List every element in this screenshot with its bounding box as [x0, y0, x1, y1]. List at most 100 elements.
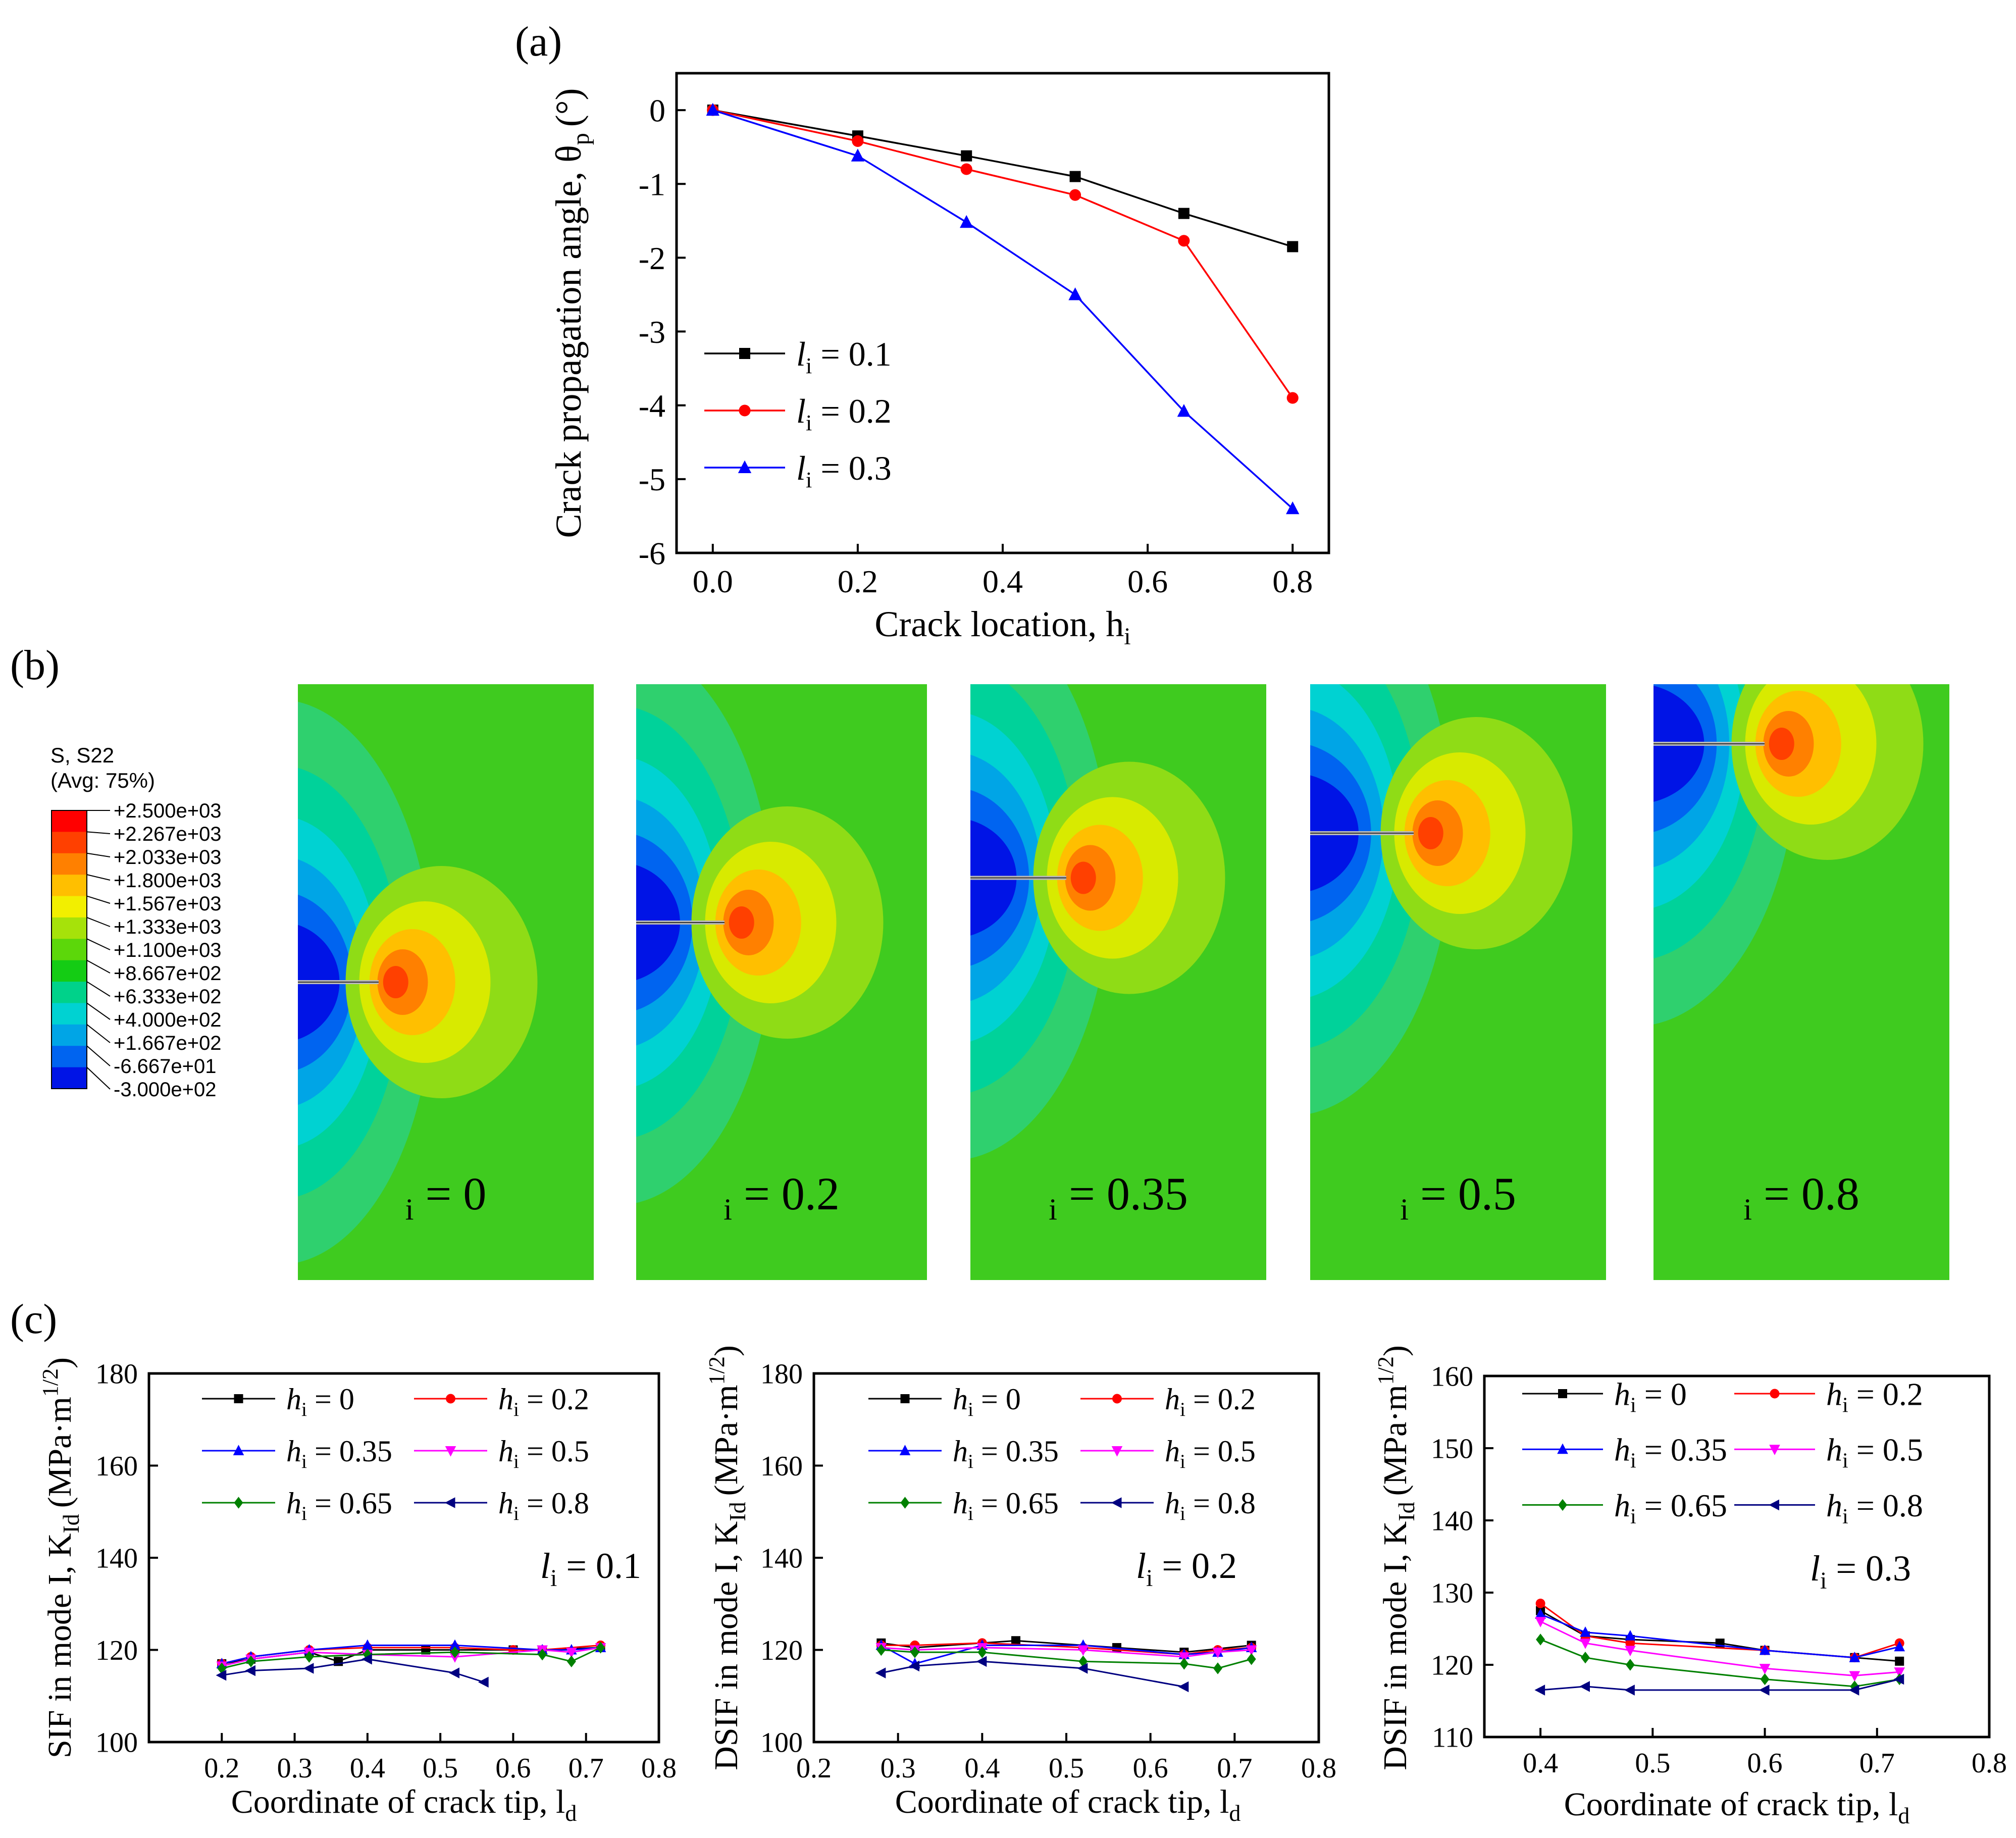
legend-label-h05: hi = 0.5 [1165, 1435, 1256, 1472]
data-point-h065 [876, 1644, 886, 1656]
contour-swatches [51, 810, 87, 1089]
legend-marker-h035 [1557, 1443, 1568, 1454]
contour-swatch-frame [51, 810, 87, 1089]
contour-panel-label-3: i = 0.5 [1400, 1168, 1516, 1227]
contour-map-1: i = 0.2 [636, 684, 927, 1280]
data-point-h08 [303, 1663, 314, 1674]
data-point-h065 [566, 1655, 576, 1668]
data-point-l01 [1069, 171, 1081, 182]
data-point-l02 [1178, 235, 1190, 247]
legend-marker-h02 [1770, 1389, 1780, 1399]
contour-level-leader [86, 916, 111, 927]
contour-level-leader [86, 895, 111, 904]
legend-marker-h0 [234, 1394, 243, 1403]
legend-label-h08: hi = 0.8 [498, 1487, 589, 1524]
xlabel-c1: Coordinate of crack tip, ld [231, 1783, 577, 1826]
legend-label-h0: hi = 0 [953, 1383, 1021, 1420]
data-point-h05 [1212, 1648, 1223, 1658]
y-tick-label: 180 [760, 1359, 803, 1390]
x-tick-label: 0.6 [1127, 564, 1168, 599]
xlabel-c3: Coordinate of crack tip, ld [1564, 1786, 1910, 1828]
x-tick-label: 0.2 [796, 1753, 832, 1784]
series-line-h0 [881, 1640, 1252, 1653]
legend-label-h065: hi = 0.65 [1614, 1488, 1727, 1528]
contour-swatch [51, 853, 87, 876]
contour-panel-label-2: i = 0.35 [1049, 1168, 1188, 1227]
contour-map-4: i = 0.8 [1653, 684, 1949, 1280]
xlabel-a: Crack location, hi [874, 604, 1130, 650]
contour-panel-label-4: i = 0.8 [1743, 1168, 1859, 1227]
legend-marker-h05 [1769, 1445, 1780, 1455]
legend-marker-h0 [900, 1394, 910, 1403]
data-point-h035 [449, 1639, 460, 1650]
legend-marker-h05 [445, 1446, 456, 1457]
data-point-h035 [1625, 1630, 1636, 1641]
contour-level-label: +1.567e+03 [114, 893, 222, 915]
data-point-h08 [976, 1656, 987, 1667]
x-tick-label: 0.4 [964, 1753, 1000, 1784]
data-point-h08 [1579, 1681, 1590, 1692]
legend-marker-l02 [739, 404, 751, 417]
data-point-h08 [1893, 1673, 1904, 1685]
series-group-c2 [875, 1636, 1257, 1693]
series-group-a [706, 103, 1300, 515]
data-point-h065 [1078, 1655, 1088, 1668]
data-point-l03 [1068, 287, 1082, 300]
data-point-h08 [1178, 1681, 1189, 1693]
legend-label-h05: hi = 0.5 [498, 1435, 589, 1472]
contour-map-3: i = 0.5 [1310, 684, 1606, 1280]
data-point-h08 [1534, 1684, 1545, 1696]
data-point-l02 [852, 135, 864, 147]
legend-marker-h035 [233, 1445, 244, 1455]
data-point-h08 [1624, 1684, 1635, 1696]
x-tick-label: 0.5 [423, 1753, 458, 1784]
series-line-l01 [712, 109, 1293, 248]
contour-level-leader [86, 938, 111, 950]
series-line-h065 [1540, 1639, 1900, 1688]
data-point-h0 [1895, 1656, 1904, 1666]
legend-label-h065: hi = 0.65 [953, 1487, 1059, 1524]
series-line-l02 [712, 109, 1294, 399]
series-line-h02 [1540, 1603, 1900, 1659]
contour-level-label: -3.000e+02 [114, 1079, 217, 1101]
ylabel-c2: DSIF in mode I, KId(MPa·m1/2) [704, 1345, 750, 1770]
contour-swatch [51, 917, 87, 940]
y-tick-label: 150 [1431, 1434, 1473, 1465]
contour-legend: S, S22 (Avg: 75%) +2.500e+03+2.267e+03+2… [50, 743, 222, 1101]
y-tick-label: -1 [639, 167, 665, 202]
legend-marker-h02 [1112, 1394, 1122, 1404]
contour-level-label: +2.500e+03 [114, 800, 222, 822]
legend-a: li = 0.1 li = 0.2 li = 0.3 [704, 335, 892, 492]
legend-label-l02: li = 0.2 [796, 392, 892, 435]
data-point-h065 [1625, 1659, 1635, 1671]
data-point-h065 [450, 1646, 459, 1658]
contour-level-label: +1.333e+03 [114, 916, 222, 938]
x-tick-label: 0.8 [1301, 1753, 1336, 1784]
data-point-h065 [538, 1648, 547, 1661]
contour-level-leader [86, 852, 111, 857]
contour-band-warm [1070, 861, 1096, 894]
contour-map-0: i = 0 [298, 684, 594, 1280]
data-point-h05 [566, 1648, 577, 1658]
annotation-c3: li = 0.3 [1810, 1548, 1911, 1594]
x-tick-label: 0.8 [1972, 1748, 2007, 1779]
legend-marker-h02 [446, 1394, 455, 1404]
data-point-h08 [478, 1676, 489, 1688]
data-point-h05 [1580, 1639, 1591, 1649]
xlabel-c2: Coordinate of crack tip, ld [895, 1783, 1241, 1826]
y-tick-label: 120 [1431, 1650, 1473, 1681]
x-tick-label: 0.6 [495, 1753, 531, 1784]
legend-c2: hi = 0 hi = 0.2 hi = 0.35 hi = 0.5 hi = 0.65… [868, 1383, 1256, 1524]
y-tick-label: -6 [639, 535, 665, 571]
data-point-h02 [1625, 1638, 1635, 1648]
legend-label-h08: hi = 0.8 [1826, 1488, 1923, 1528]
contour-swatch [51, 1067, 87, 1089]
axes-c2: 0.2 0.3 0.4 0.5 0.6 0.7 0.8 100 120 140 160 180 [760, 1359, 1336, 1784]
y-tick-label: -3 [639, 314, 665, 350]
data-point-h035 [1894, 1641, 1905, 1652]
chart-a: 0.0 0.2 0.4 0.6 0.80-1-2-3-4-5-6 li = 0.1li … [548, 72, 1330, 650]
data-point-h065 [1536, 1633, 1545, 1646]
chart-c1: 0.2 0.3 0.4 0.5 0.6 0.7 0.8 100 120 140 160 180 hi … [38, 1357, 677, 1826]
y-tick-label: 120 [760, 1635, 803, 1666]
legend-marker-h065 [900, 1497, 910, 1509]
